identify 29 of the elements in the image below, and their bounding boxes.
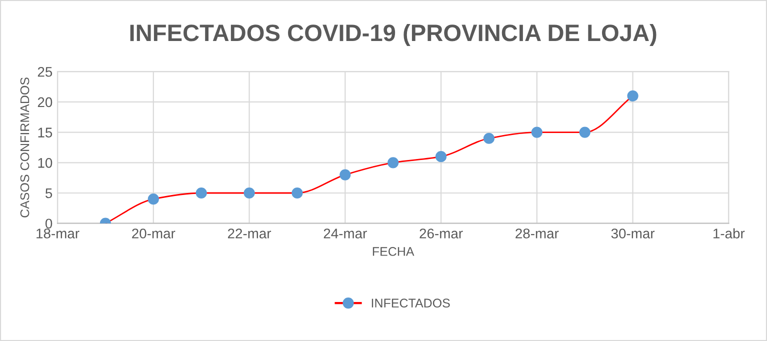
- y-tick-label: 5: [45, 188, 52, 198]
- point: [196, 187, 207, 199]
- x-tick-label: 20-mar: [132, 228, 176, 238]
- x-tick-label: 18-mar: [36, 228, 80, 238]
- x-tick-label: 24-mar: [324, 228, 367, 238]
- y-tick-label: 10: [38, 158, 52, 168]
- point: [579, 126, 590, 138]
- point: [483, 132, 495, 144]
- x-tick-label: 30-mar: [611, 228, 655, 238]
- y-tick-label: 0: [45, 218, 52, 229]
- point: [435, 151, 447, 162]
- point: [148, 194, 159, 205]
- x-tick-label: 28-mar: [516, 228, 559, 238]
- point: [244, 187, 255, 199]
- legend-label: INFECTADOS: [372, 298, 450, 308]
- point: [292, 187, 303, 199]
- x-tick-label: 22-mar: [228, 228, 272, 238]
- point: [388, 157, 399, 168]
- y-tick-label: 15: [38, 128, 52, 138]
- chart-title: INFECTADOS COVID-19 (PROVINCIA DE LOJA): [130, 24, 656, 46]
- point: [531, 126, 542, 138]
- point: [627, 90, 638, 102]
- point: [340, 169, 351, 180]
- y-tick-label: 20: [38, 97, 52, 108]
- y-tick-label: 25: [38, 66, 52, 77]
- y-axis-title: CASOS CONFIRMADOS: [20, 78, 30, 218]
- x-tick-label: 26-mar: [420, 228, 463, 238]
- x-tick-label: 1-abr: [714, 228, 745, 238]
- x-axis-title: FECHA: [372, 247, 414, 256]
